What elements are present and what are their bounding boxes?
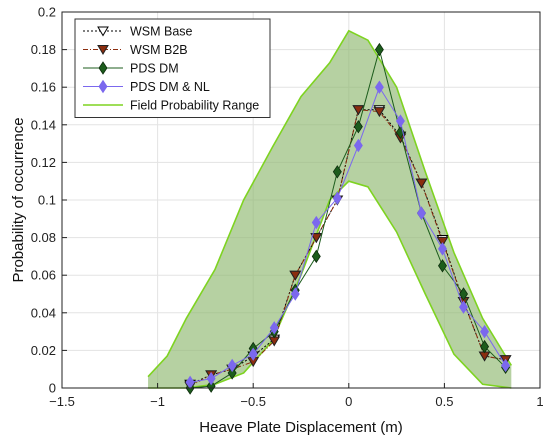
data-point <box>227 358 237 373</box>
legend-marker <box>98 61 108 75</box>
y-tick-label: 0 <box>49 381 56 396</box>
data-point <box>480 339 490 354</box>
data-point <box>248 347 258 361</box>
series-layer <box>184 42 512 395</box>
data-point <box>269 321 279 335</box>
x-tick-label: −1 <box>150 394 165 409</box>
data-point <box>459 300 469 314</box>
data-point <box>332 191 342 205</box>
data-point <box>436 236 449 247</box>
y-tick-label: 0.14 <box>31 117 56 132</box>
data-point <box>480 324 490 339</box>
data-point <box>311 215 321 230</box>
y-tick-label: 0.04 <box>31 305 56 320</box>
data-point <box>290 287 300 301</box>
y-tick-label: 0.16 <box>31 80 56 95</box>
data-point <box>353 138 363 153</box>
legend-entries: WSM Base WSM B2B PDS DM PDS DM & NL Field Pr… <box>83 25 259 113</box>
range-fill <box>148 30 512 389</box>
field-probability-range-band <box>147 29 513 389</box>
data-point <box>206 371 216 386</box>
data-point <box>416 206 426 220</box>
axis-ticks: −1.5 −1 −0.5 0 0.5 1 0 0.02 0.04 0.06 0.08 0.1 0.12 0… <box>31 5 544 410</box>
data-point <box>352 105 365 116</box>
legend-marker <box>97 45 109 55</box>
range-upper-line <box>147 29 513 378</box>
data-point <box>310 233 323 244</box>
data-point <box>415 178 428 189</box>
y-axis-title: Probability of occurrence <box>10 117 27 282</box>
legend: WSM Base WSM B2B PDS DM PDS DM & NL Field Pr… <box>74 18 271 118</box>
data-point <box>374 80 384 94</box>
y-tick-label: 0.2 <box>38 5 56 20</box>
x-tick-label: 0.5 <box>435 394 453 409</box>
x-axis-title: Heave Plate Displacement (m) <box>199 419 402 436</box>
y-tick-label: 0.02 <box>31 343 56 358</box>
range-lower-line <box>148 180 512 389</box>
series-line-3 <box>190 86 507 383</box>
data-point <box>289 270 302 281</box>
legend-label: Field Probability Range <box>130 99 259 113</box>
legend-label: PDS DM <box>130 62 179 76</box>
data-point <box>206 379 216 393</box>
data-point <box>227 366 237 380</box>
legend-entry-2: PDS DM <box>83 61 179 76</box>
x-tick-label: 0 <box>345 394 352 409</box>
legend-marker <box>97 26 109 37</box>
data-point <box>438 259 447 273</box>
legend-marker <box>98 79 108 94</box>
data-point <box>501 358 511 373</box>
legend-label: WSM Base <box>130 25 193 39</box>
y-tick-label: 0.12 <box>31 155 56 170</box>
x-tick-label: −0.5 <box>240 394 266 409</box>
series-line-1 <box>189 109 506 387</box>
y-tick-label: 0.06 <box>31 268 56 283</box>
data-point <box>395 114 405 128</box>
series-3 <box>185 80 511 390</box>
legend-entry-0: WSM Base <box>83 25 193 39</box>
x-tick-label: 1 <box>536 394 543 409</box>
data-point <box>332 165 342 179</box>
data-point <box>459 287 469 301</box>
y-tick-label: 0.18 <box>31 42 56 57</box>
y-tick-label: 0.1 <box>38 193 56 208</box>
data-point <box>311 249 321 264</box>
legend-label: WSM B2B <box>130 43 188 57</box>
data-point <box>438 242 447 256</box>
series-line-2 <box>190 47 506 389</box>
data-point <box>374 42 384 57</box>
data-point <box>373 107 386 118</box>
y-tick-label: 0.08 <box>31 230 56 245</box>
legend-entry-3: PDS DM & NL <box>83 79 210 94</box>
legend-entry-1: WSM B2B <box>83 43 188 57</box>
legend-label: PDS DM & NL <box>130 80 210 94</box>
legend-entry-4: Field Probability Range <box>83 99 259 113</box>
data-point <box>353 119 363 134</box>
x-tick-label: −1.5 <box>49 394 75 409</box>
